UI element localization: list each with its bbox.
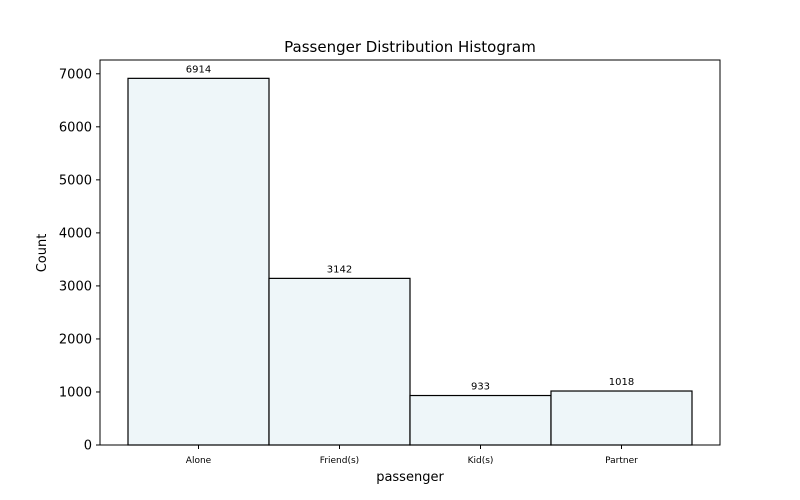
y-tick-label: 0 xyxy=(84,439,92,454)
data-label: 3142 xyxy=(327,264,352,275)
axes-frame xyxy=(99,59,721,446)
chart-title: Passenger Distribution Histogram xyxy=(284,38,536,56)
y-tick-label: 6000 xyxy=(59,120,92,135)
x-tick-label: Partner xyxy=(605,456,638,466)
y-tick-label: 5000 xyxy=(59,173,92,188)
y-tick-label: 3000 xyxy=(59,279,92,294)
data-label: 933 xyxy=(471,382,490,393)
x-axis-label: passenger xyxy=(376,470,444,485)
y-tick-label: 7000 xyxy=(59,67,92,82)
bar-kid-s xyxy=(409,394,552,446)
x-tick-label: Alone xyxy=(186,456,212,466)
x-tick-label: Friend(s) xyxy=(320,456,359,466)
y-tick-label: 2000 xyxy=(59,332,92,347)
x-tick-label: Kid(s) xyxy=(468,456,494,466)
data-label: 6914 xyxy=(186,64,211,75)
plot-area: 6914 Alone 3142 Friend(s) 933 Kid(s) 1018 Partn… xyxy=(59,59,721,466)
y-tick-label: 1000 xyxy=(59,385,92,400)
bar-partner xyxy=(550,390,693,446)
data-label: 1018 xyxy=(609,377,634,388)
y-tick-label: 4000 xyxy=(59,226,92,241)
bar-friend-s xyxy=(268,277,411,446)
y-axis-label: Count xyxy=(35,234,50,273)
bar-alone xyxy=(127,77,270,446)
